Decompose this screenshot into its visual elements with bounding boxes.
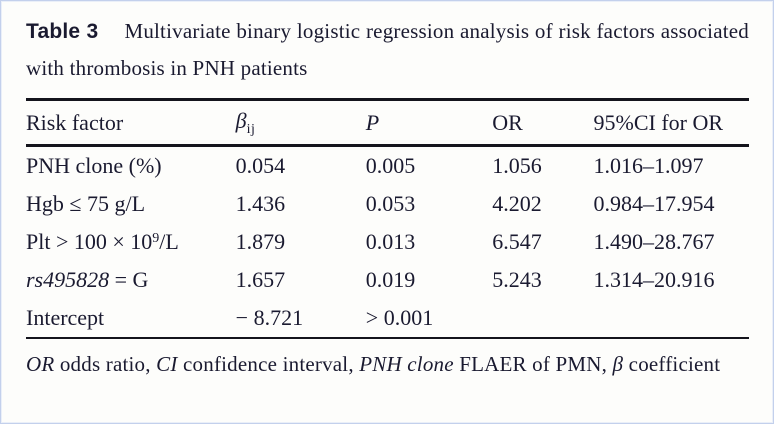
cell-or: 4.202 bbox=[492, 191, 542, 216]
cell-or bbox=[492, 299, 593, 337]
cell-p: 0.005 bbox=[365, 153, 416, 178]
table-footnote: OR odds ratio, CI confidence interval, P… bbox=[26, 352, 721, 376]
cell-risk-factor: Plt > 100 × 109/L bbox=[26, 229, 179, 254]
cell-beta: 1.879 bbox=[235, 229, 286, 254]
cell-beta: 1.657 bbox=[235, 267, 286, 292]
cell-beta: − 8.721 bbox=[235, 305, 304, 330]
cell-or: 1.056 bbox=[492, 153, 542, 178]
table-header-row: Risk factor βij P OR 95%CI for OR bbox=[26, 101, 749, 147]
beta-symbol: β bbox=[235, 107, 247, 133]
table-row-pnh-clone: PNH clone (%) 0.054 0.005 1.056 1.016–1.… bbox=[26, 146, 749, 186]
header-beta: βij bbox=[235, 101, 366, 147]
rule-above-footnote bbox=[26, 337, 749, 339]
beta-subscript: ij bbox=[246, 121, 256, 137]
cell-risk-factor: Hgb ≤ 75 g/L bbox=[26, 191, 146, 216]
header-risk-factor: Risk factor bbox=[26, 101, 236, 147]
header-p-value: P bbox=[365, 101, 493, 147]
cell-p: > 0.001 bbox=[365, 305, 434, 330]
cell-risk-factor: Intercept bbox=[26, 305, 105, 330]
cell-risk-factor: PNH clone (%) bbox=[26, 153, 162, 178]
table-body: PNH clone (%) 0.054 0.005 1.056 1.016–1.… bbox=[26, 146, 749, 338]
regression-table: Risk factor βij P OR 95%CI for OR PNH cl… bbox=[26, 101, 749, 337]
cell-p: 0.053 bbox=[365, 191, 416, 216]
table-number-label: Table 3 bbox=[26, 20, 99, 43]
table-content: Table 3 Multivariate binary logistic regr… bbox=[26, 13, 749, 380]
table-caption: Table 3 Multivariate binary logistic regr… bbox=[26, 13, 749, 87]
table-row-rs495828: rs495828 = G 1.657 0.019 5.243 1.314–20.… bbox=[26, 261, 749, 299]
footnote-abbrev-ci: CI bbox=[156, 352, 178, 376]
header-ci: 95%CI for OR bbox=[593, 101, 749, 147]
footnote-abbrev-beta: β bbox=[612, 352, 624, 376]
rule-under-title bbox=[26, 98, 749, 101]
cell-beta: 1.436 bbox=[235, 191, 286, 216]
cell-p: 0.019 bbox=[365, 267, 416, 292]
cell-or: 5.243 bbox=[492, 267, 542, 292]
cell-ci: 1.016–1.097 bbox=[593, 153, 704, 178]
table-caption-text: Multivariate binary logistic regression … bbox=[26, 19, 749, 80]
cell-beta: 0.054 bbox=[235, 153, 286, 178]
cell-ci bbox=[594, 299, 749, 337]
cell-ci: 0.984–17.954 bbox=[593, 191, 715, 216]
footnote-abbrev-pnh-clone: PNH clone bbox=[359, 352, 454, 376]
cell-p: 0.013 bbox=[365, 229, 416, 254]
footnote-abbrev-or: OR bbox=[26, 352, 55, 376]
table-row-hgb: Hgb ≤ 75 g/L 1.436 0.053 4.202 0.984–17.… bbox=[26, 185, 749, 223]
cell-ci: 1.314–20.916 bbox=[593, 267, 715, 292]
cell-or: 6.547 bbox=[492, 229, 542, 254]
table-row-intercept: Intercept − 8.721 > 0.001 bbox=[26, 299, 749, 337]
header-or: OR bbox=[492, 101, 594, 147]
cell-risk-factor: rs495828 = G bbox=[26, 267, 149, 292]
table-row-plt: Plt > 100 × 109/L 1.879 0.013 6.547 1.49… bbox=[26, 223, 749, 261]
cell-ci: 1.490–28.767 bbox=[593, 229, 715, 254]
